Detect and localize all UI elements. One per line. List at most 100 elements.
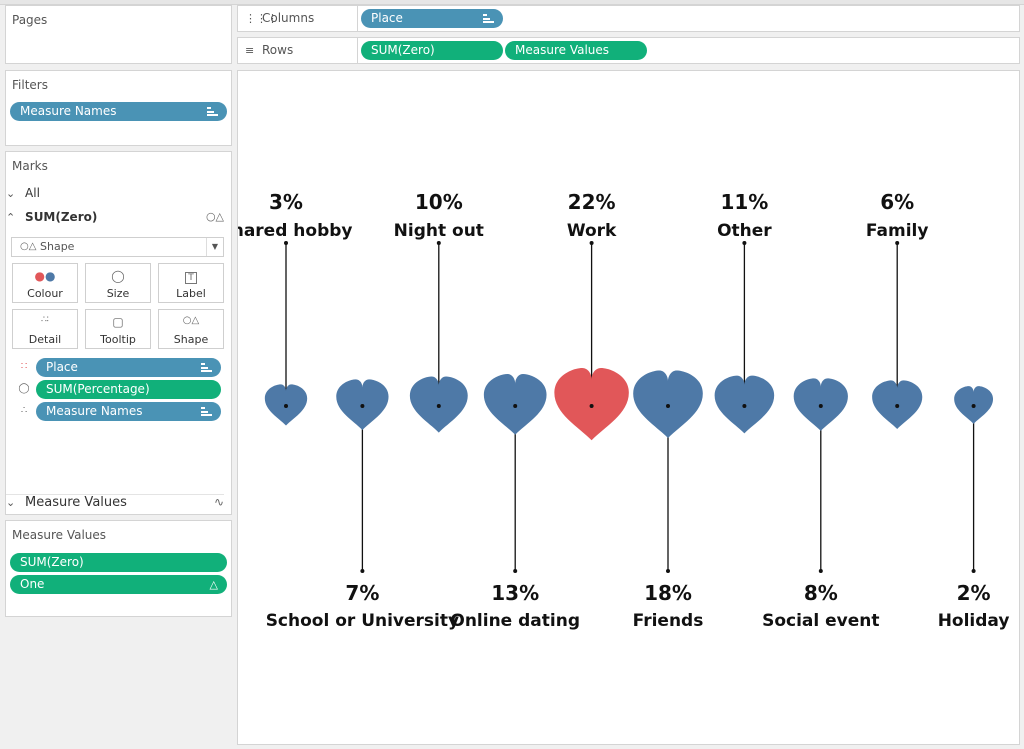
category-label: Shared hobby: [238, 221, 353, 241]
filter-pill-measure-names[interactable]: Measure Names: [10, 102, 227, 121]
dropdown-arrow-icon: ▼: [206, 238, 223, 256]
measure-value-pill-label: SUM(Zero): [20, 555, 84, 569]
category-label: Online dating: [450, 611, 580, 631]
measure-value-pill-sum-zero[interactable]: SUM(Zero): [10, 553, 227, 572]
size-button[interactable]: ◯ Size: [85, 263, 151, 303]
heart-chart: 3% Shared hobby 7% School or University 10% N…: [238, 190, 1010, 631]
columns-title: Columns: [262, 11, 315, 25]
value-label: 7%: [345, 581, 379, 605]
columns-icon: ⋮⋮⋮: [245, 12, 278, 25]
category-label: Social event: [762, 611, 879, 631]
shape-mark-icon: ○△: [205, 210, 224, 223]
sort-icon: [483, 14, 494, 23]
leader-dot: [666, 404, 670, 408]
tooltip-icon: ▢: [112, 315, 124, 329]
marks-measure-values-label: Measure Values: [25, 495, 127, 510]
columns-pill-label: Place: [371, 11, 403, 25]
marks-sum-zero-row[interactable]: ⌃ SUM(Zero) ○△: [6, 210, 224, 224]
shape-icon: ○△: [182, 315, 200, 326]
value-label: 22%: [568, 190, 616, 214]
leader-dot: [742, 404, 747, 408]
marks-measure-values-row[interactable]: ⌄ Measure Values ∿: [6, 494, 224, 510]
detail-button[interactable]: ∴∶ Detail: [12, 309, 78, 349]
category-label: Holiday: [938, 611, 1010, 631]
marks-title: Marks: [12, 159, 48, 173]
leader-dot: [360, 569, 365, 573]
category-label: School or University: [266, 611, 459, 631]
value-label: 6%: [880, 190, 914, 214]
value-label: 2%: [957, 581, 991, 605]
detail-icon: ∴∶: [40, 315, 50, 325]
size-button-label: Size: [106, 287, 130, 300]
measure-value-pill-label: One: [20, 577, 45, 591]
size-legend-icon: ◯: [18, 383, 30, 394]
columns-pill-place[interactable]: Place: [361, 9, 503, 28]
shape-button[interactable]: ○△ Shape: [158, 309, 224, 349]
marks-field-label: Measure Names: [46, 404, 143, 418]
leader-dot: [513, 569, 518, 573]
value-label: 11%: [720, 190, 768, 214]
marks-all-label: All: [25, 186, 40, 200]
leader-dot: [589, 404, 594, 408]
colour-legend-icon: ∷: [20, 361, 28, 372]
rows-shelf[interactable]: ≡ Rows SUM(Zero) Measure Values: [237, 37, 1020, 64]
category-label: Night out: [394, 221, 484, 241]
rows-icon: ≡: [245, 44, 255, 57]
tooltip-button[interactable]: ▢ Tooltip: [85, 309, 151, 349]
line-mark-icon: ∿: [213, 495, 224, 509]
rows-title: Rows: [262, 43, 294, 57]
viz-canvas[interactable]: 3% Shared hobby 7% School or University 10% N…: [237, 70, 1020, 745]
sort-icon: [207, 107, 218, 116]
sort-icon: [201, 407, 212, 416]
label-button[interactable]: T Label: [158, 263, 224, 303]
rows-pill-measure-values[interactable]: Measure Values: [505, 41, 647, 60]
leader-dot: [971, 569, 976, 573]
value-label: 18%: [644, 581, 692, 605]
rows-pill-sum-zero[interactable]: SUM(Zero): [361, 41, 503, 60]
marks-field-measure-names[interactable]: Measure Names: [36, 402, 221, 421]
leader-dot: [513, 404, 518, 408]
colour-button[interactable]: ●● Colour: [12, 263, 78, 303]
category-label: Work: [567, 221, 617, 241]
leader-dot: [895, 404, 900, 408]
marks-all-row[interactable]: ⌄ All: [6, 186, 40, 200]
value-label: 10%: [415, 190, 463, 214]
mark-type-value: Shape: [40, 240, 75, 253]
filters-title: Filters: [12, 78, 48, 92]
filter-pill-label: Measure Names: [20, 104, 117, 118]
columns-shelf[interactable]: ⋮⋮⋮ Columns Place: [237, 5, 1020, 32]
leader-dot: [589, 241, 594, 245]
leader-dot: [284, 404, 288, 408]
pages-panel[interactable]: Pages: [5, 5, 232, 64]
top-strip: [0, 0, 1024, 5]
measure-value-pill-one[interactable]: One △: [10, 575, 227, 594]
leader-dot: [284, 241, 288, 245]
marks-field-sum-percentage[interactable]: SUM(Percentage): [36, 380, 221, 399]
colour-button-label: Colour: [27, 287, 63, 300]
leader-dot: [818, 404, 823, 408]
shape-icon: ○△: [20, 241, 37, 252]
leader-dot: [436, 241, 441, 245]
detail-legend-icon: ∴: [20, 405, 28, 416]
detail-button-label: Detail: [28, 333, 62, 346]
leader-dot: [436, 404, 441, 408]
value-label: 13%: [491, 581, 539, 605]
measure-values-title: Measure Values: [12, 528, 107, 542]
value-label: 8%: [804, 581, 838, 605]
measure-values-panel[interactable]: Measure Values SUM(Zero) One △: [5, 520, 232, 617]
value-label: 3%: [269, 190, 303, 214]
marks-field-place[interactable]: Place: [36, 358, 221, 377]
leader-dot: [971, 404, 976, 408]
marks-sum-zero-label: SUM(Zero): [25, 210, 98, 224]
label-icon: T: [159, 269, 223, 287]
marks-field-label: SUM(Percentage): [46, 382, 150, 396]
chevron-down-icon: ⌄: [6, 496, 16, 509]
leader-dot: [895, 241, 900, 245]
delta-icon: △: [209, 578, 218, 591]
rows-shelf-label: ≡ Rows: [238, 38, 358, 63]
filters-panel[interactable]: Filters Measure Names: [5, 70, 232, 146]
leader-dot: [360, 404, 365, 408]
mark-type-dropdown[interactable]: ○△ Shape ▼: [11, 237, 224, 257]
label-button-label: Label: [176, 287, 206, 300]
pages-title: Pages: [12, 13, 48, 27]
